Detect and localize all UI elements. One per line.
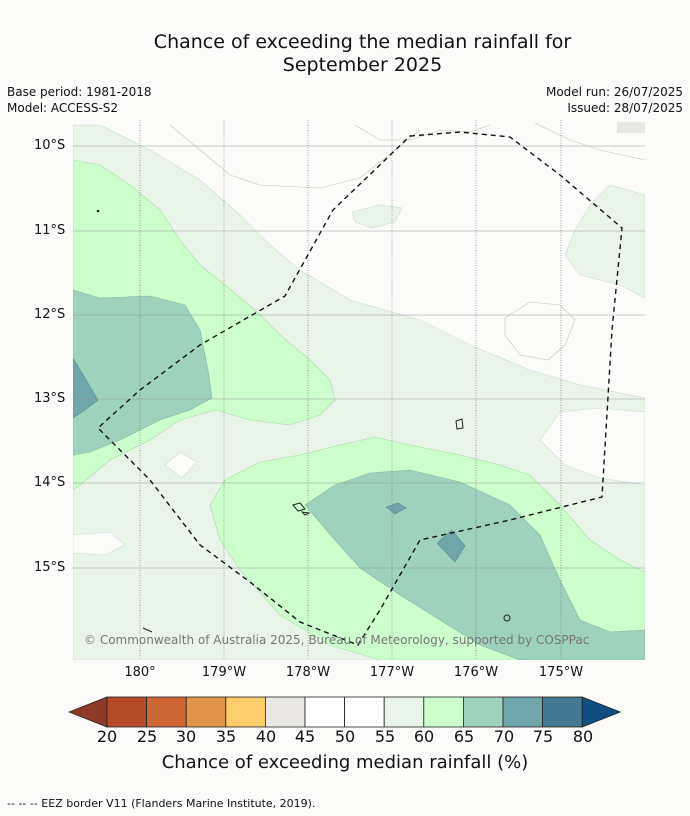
colorbar-swatch xyxy=(502,696,543,728)
colorbar-extend-low xyxy=(68,696,108,728)
lon-label-177w: 177°W xyxy=(369,665,415,680)
title-line-1: Chance of exceeding the median rainfall … xyxy=(153,31,572,53)
colorbar-swatch xyxy=(146,696,187,728)
cb-tick-60: 60 xyxy=(413,727,435,746)
cb-tick-45: 45 xyxy=(294,727,316,746)
cb-tick-30: 30 xyxy=(175,727,197,746)
issued-date: Issued: 28/07/2025 xyxy=(567,101,683,115)
colorbar-swatch xyxy=(542,696,583,728)
copyright-credit: © Commonwealth of Australia 2025, Bureau… xyxy=(84,633,590,647)
cb-tick-40: 40 xyxy=(255,727,277,746)
contour-line xyxy=(534,122,645,161)
colorbar-swatch xyxy=(225,696,266,728)
lat-label-13s: 13°S xyxy=(34,391,66,406)
lon-label-178w: 178°W xyxy=(285,665,331,680)
cb-tick-35: 35 xyxy=(215,727,237,746)
contour-line xyxy=(169,124,421,189)
region-65-70-south xyxy=(304,469,645,660)
colorbar-swatch xyxy=(185,696,227,728)
region-70-75-south xyxy=(436,529,466,563)
title-line-2: September 2025 xyxy=(282,54,443,76)
eez-legend-footer: -- -- -- EEZ border V11 (Flanders Marine… xyxy=(7,797,316,810)
region-65-70-west xyxy=(73,289,213,456)
map-title: Chance of exceeding the median rainfall … xyxy=(0,31,690,77)
colorbar-swatch xyxy=(423,696,464,728)
rainfall-map xyxy=(73,120,645,660)
lon-label-175w: 175°W xyxy=(538,665,584,680)
region-50-55-hole-sw2 xyxy=(73,531,126,556)
colorbar-title: Chance of exceeding median rainfall (%) xyxy=(161,752,529,773)
cb-tick-65: 65 xyxy=(453,727,475,746)
lon-label-179w: 179°W xyxy=(201,665,247,680)
region-50-55-hole-sw xyxy=(164,451,198,479)
colorbar-swatch xyxy=(383,696,425,728)
region-70-75-west xyxy=(73,357,99,419)
cb-tick-80: 80 xyxy=(572,727,594,746)
base-period: Base period: 1981-2018 xyxy=(7,85,152,99)
meta-left: Base period: 1981-2018 Model: ACCESS-S2 xyxy=(7,84,152,116)
cb-tick-50: 50 xyxy=(334,727,356,746)
colorbar-swatch xyxy=(344,696,385,728)
colorbar xyxy=(68,696,622,728)
cb-tick-25: 25 xyxy=(136,727,158,746)
lat-label-11s: 11°S xyxy=(34,223,66,238)
lat-gridlines xyxy=(73,145,645,569)
cb-tick-55: 55 xyxy=(374,727,396,746)
model-run: Model run: 26/07/2025 xyxy=(545,85,683,99)
colorbar-extend-high xyxy=(581,696,622,728)
cb-tick-20: 20 xyxy=(96,727,118,746)
lon-label-176w: 176°W xyxy=(453,665,499,680)
region-70-75-south-small xyxy=(385,502,407,515)
contour-line xyxy=(504,301,576,361)
colorbar-swatch xyxy=(462,696,504,728)
lat-label-15s: 15°S xyxy=(34,560,66,575)
cb-tick-75: 75 xyxy=(532,727,554,746)
lat-label-14s: 14°S xyxy=(34,475,66,490)
eez-border xyxy=(96,131,623,646)
region-55-60-small xyxy=(351,204,403,229)
region-55-60-east xyxy=(564,184,645,299)
model-name: Model: ACCESS-S2 xyxy=(7,101,119,115)
islands xyxy=(96,209,511,633)
lat-label-10s: 10°S xyxy=(34,138,66,153)
colorbar-swatch xyxy=(304,696,345,728)
colorbar-swatch xyxy=(264,696,306,728)
cb-tick-70: 70 xyxy=(493,727,515,746)
lon-label-180: 180° xyxy=(124,665,156,680)
region-45-50-corner xyxy=(617,122,645,133)
lat-label-12s: 12°S xyxy=(34,307,66,322)
lon-gridlines xyxy=(139,120,562,660)
meta-right: Model run: 26/07/2025 Issued: 28/07/2025 xyxy=(546,84,683,116)
contour-line xyxy=(354,124,491,141)
region-50-55-hole xyxy=(539,407,645,486)
colorbar-swatch xyxy=(106,696,147,728)
